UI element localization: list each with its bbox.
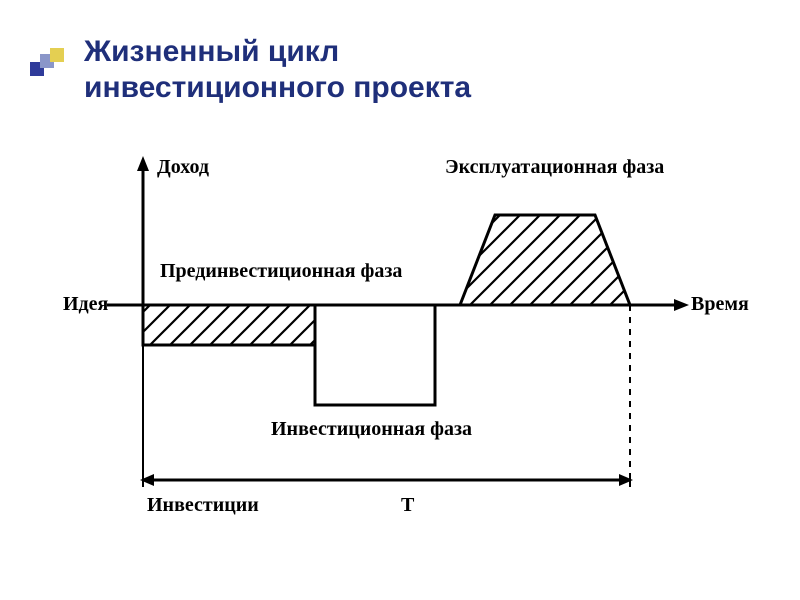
title-line-1: Жизненный цикл (84, 35, 339, 68)
label-y-axis: Доход (157, 156, 209, 179)
label-phase-invest: Инвестиционная фаза (271, 418, 472, 441)
slide-title: Жизненный цикл инвестиционного проекта (84, 34, 471, 106)
label-x-axis: Время (691, 293, 749, 316)
title-line-2: инвестиционного проекта (84, 71, 471, 104)
bullet-square-front-icon (50, 48, 64, 62)
label-bottom-left: Инвестиции (147, 494, 259, 517)
label-bottom-mid: Т (401, 494, 414, 517)
slide: Жизненный цикл инвестиционного проекта Д… (0, 0, 800, 600)
label-phase-exploit: Эксплуатационная фаза (445, 156, 664, 179)
label-phase-preinv: Прединвестиционная фаза (160, 260, 402, 283)
label-origin: Идея (63, 293, 108, 316)
diagram-svg (65, 150, 735, 550)
lifecycle-diagram: Доход Время Идея Прединвестиционная фаза… (65, 150, 735, 550)
